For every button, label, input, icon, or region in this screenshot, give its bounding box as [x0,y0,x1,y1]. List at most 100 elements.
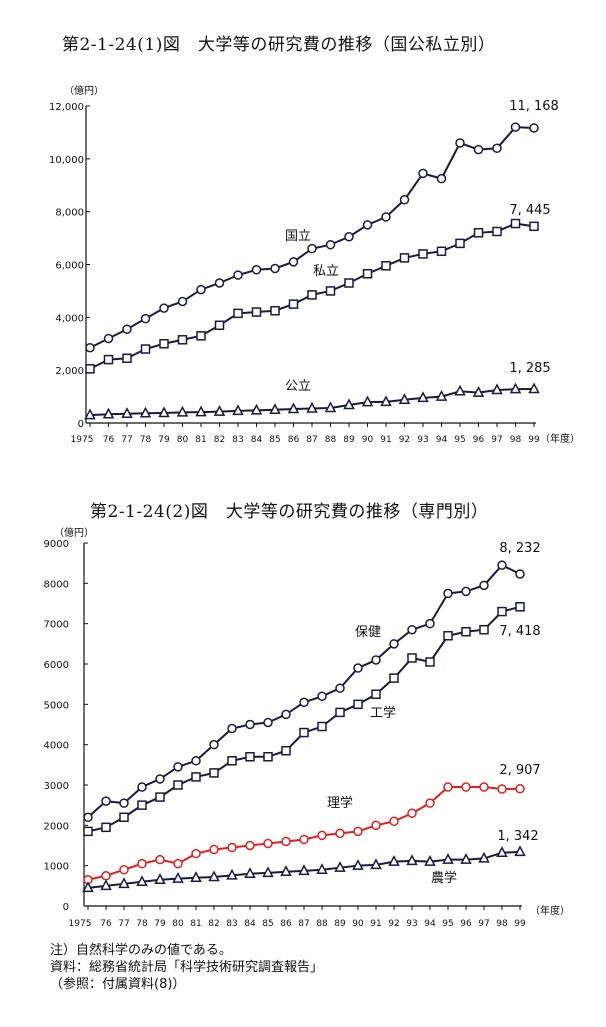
c2-x-tick-label: 97 [478,919,489,929]
c2-y-tick-label: 4000 [44,741,69,752]
c2-series-1-point [191,772,201,782]
c2-series-1-point [83,826,93,837]
c1-series-2-point [269,403,281,415]
c1-series-2-point [306,401,318,413]
c2-series-0-point [173,762,183,772]
c2-series-0-point [299,697,309,708]
footnote-note: 注）自然科学のみの値である。 [50,943,232,958]
c2-series-1-name-label: 工学 [370,705,396,721]
c1-series-0-point [177,296,188,307]
c1-series-2-point [84,408,96,420]
c1-series-0-end-value-label: 11, 168 [509,99,559,114]
c2-series-3-end-value-label: 1, 342 [497,829,538,844]
c2-series-1-point [281,745,291,756]
c2-series-3-point [226,868,238,880]
c2-x-tick-label: 98 [496,919,508,929]
c1-series-0-point [510,122,521,132]
c2-series-1-point [515,602,525,612]
c2-series-2-point [209,844,219,855]
c1-x-tick-label: 77 [121,435,132,445]
c1-x-tick-label: 98 [510,435,522,445]
c2-series-3-point [496,846,508,858]
c1-series-1-point [455,238,465,249]
c1-series-2-point [102,407,115,419]
c1-y-tick-label: 0 [78,419,84,430]
c1-series-0-point [418,168,428,179]
c2-series-0-line [87,563,521,819]
c1-x-tick-label: 95 [454,435,465,445]
c2-series-0-point [515,569,525,579]
c2-x-tick-label: 91 [370,919,381,929]
c1-series-0-point [436,173,447,184]
c1-x-tick-label: 90 [362,435,374,445]
chart2-title: 第2-1-24(2)図 大学等の研究費の推移（専門別） [90,502,489,522]
c2-series-1-point [461,626,471,637]
c2-series-3-point [208,870,220,882]
c2-series-3-point [334,861,346,872]
c2-series-2-point [137,858,147,869]
c2-x-tick-label: 82 [208,919,219,929]
c2-x-tick-label: 89 [334,919,346,929]
c1-series-2-point [287,402,300,414]
c1-series-2-point [195,405,207,417]
c1-series-2-point [232,404,244,416]
chart1-title: 第2-1-24(1)図 大学等の研究費の推移（国公私立別） [62,35,496,55]
c1-series-0-point [196,284,206,295]
c2-y-tick-label: 8000 [44,579,69,590]
c2-series-0-point [479,580,489,591]
c1-series-1-point [122,353,132,364]
c2-series-1-point [155,792,165,802]
c1-series-1-point [436,246,447,257]
c1-x-tick-label: 87 [306,435,317,445]
c2-x-tick-label: 1975 [69,919,92,929]
c2-series-2-point [191,848,201,859]
c1-series-2-point [121,407,133,419]
c2-series-1-point [263,752,273,762]
c1-series-1-point [362,268,373,279]
c1-series-1-point [529,221,539,232]
c2-series-2-point [245,840,255,851]
c2-y-tick-label: 3000 [44,781,69,792]
c2-x-tick-label: 85 [262,919,273,929]
c2-series-3-point [316,863,328,874]
c2-series-2-point [515,784,525,794]
c2-series-3-point [100,879,112,891]
c1-series-1-end-value-label: 7, 445 [509,203,550,218]
c2-series-2-point [317,830,327,841]
c1-y-tick-label: 8,000 [55,208,84,219]
c1-series-1-point [381,261,391,271]
c2-series-2-point [155,854,165,865]
c2-y-tick-label: 7000 [44,620,69,631]
c1-series-1-point [85,364,95,374]
c2-y-tick-label: 9000 [44,539,69,550]
c1-series-2-point [250,403,263,415]
c1-series-1-point [418,249,428,259]
c2-series-0-point [335,683,345,693]
c2-series-3-point [478,851,490,863]
c1-series-1-point [251,307,262,317]
c2-series-2-point [461,782,471,792]
c1-series-0-point [85,342,95,353]
c1-series-2-point [417,391,429,403]
c2-series-2-end-value-label: 2, 907 [499,763,540,778]
c2-y-tick-label: 0 [63,902,69,913]
c1-series-1-point [288,299,299,309]
c2-series-0-point [245,719,255,730]
c1-x-tick-label: 96 [473,435,485,445]
c1-series-2-point [398,393,411,405]
c2-series-0-point [317,691,327,702]
c2-y-tick-label: 6000 [44,660,69,671]
c1-series-1-point [307,290,317,300]
c1-series-1-point [177,335,188,345]
c2-series-0-point [389,639,399,649]
c1-series-2-point [343,398,355,410]
c1-y-tick-label: 10,000 [49,155,84,166]
c2-series-3-point [190,871,202,883]
c2-series-3-point [460,853,472,864]
c2-y-tick-label: 5000 [44,700,69,711]
c1-x-tick-label: 79 [158,435,170,445]
c2-series-2-point [119,864,129,875]
c2-series-3-point [262,866,274,878]
c2-series-0-point [209,739,219,750]
c1-series-2-point [158,406,170,418]
